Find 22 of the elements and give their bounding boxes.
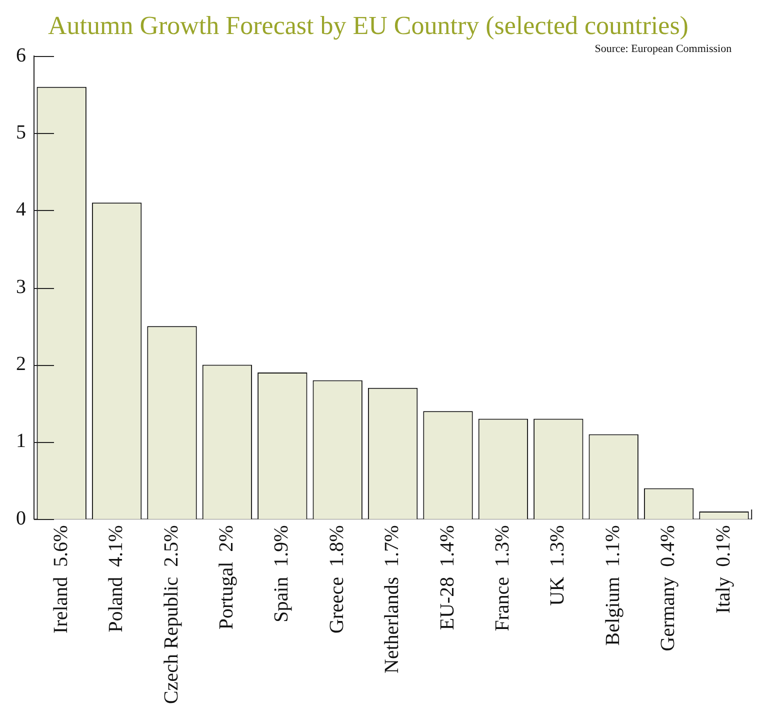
chart-title: Autumn Growth Forecast by EU Country (selected countries): [48, 11, 688, 40]
x-tick-label: Spain 1.9%: [270, 525, 293, 622]
y-tick-label: 6: [16, 44, 26, 66]
x-tick-label: Belgium 1.1%: [602, 525, 624, 646]
x-tick-label: Greece 1.8%: [326, 525, 348, 634]
y-tick-label: 3: [16, 276, 26, 298]
x-tick-label: UK 1.3%: [546, 525, 569, 606]
x-tick-label: Portugal 2%: [215, 525, 238, 630]
x-tick-label: Poland 4.1%: [105, 525, 128, 632]
y-tick-label: 4: [16, 198, 26, 221]
x-tick-label: Italy 0.1%: [712, 525, 734, 614]
x-tick-label: Netherlands 1.7%: [381, 525, 404, 674]
y-tick-label: 5: [16, 121, 26, 144]
x-tick-label: Germany 0.4%: [657, 525, 680, 652]
x-tick-label: France 1.3%: [491, 525, 514, 632]
y-tick-label: 2: [16, 353, 26, 376]
y-tick-label: 0: [16, 507, 26, 530]
y-tick-label: 1: [16, 430, 26, 452]
x-tick-label: EU-28 1.4%: [436, 525, 458, 630]
x-tick-label: Ireland 5.6%: [50, 525, 72, 634]
source-note: Source: European Commission: [594, 43, 732, 55]
x-tick-label: Czech Republic 2.5%: [160, 525, 182, 704]
